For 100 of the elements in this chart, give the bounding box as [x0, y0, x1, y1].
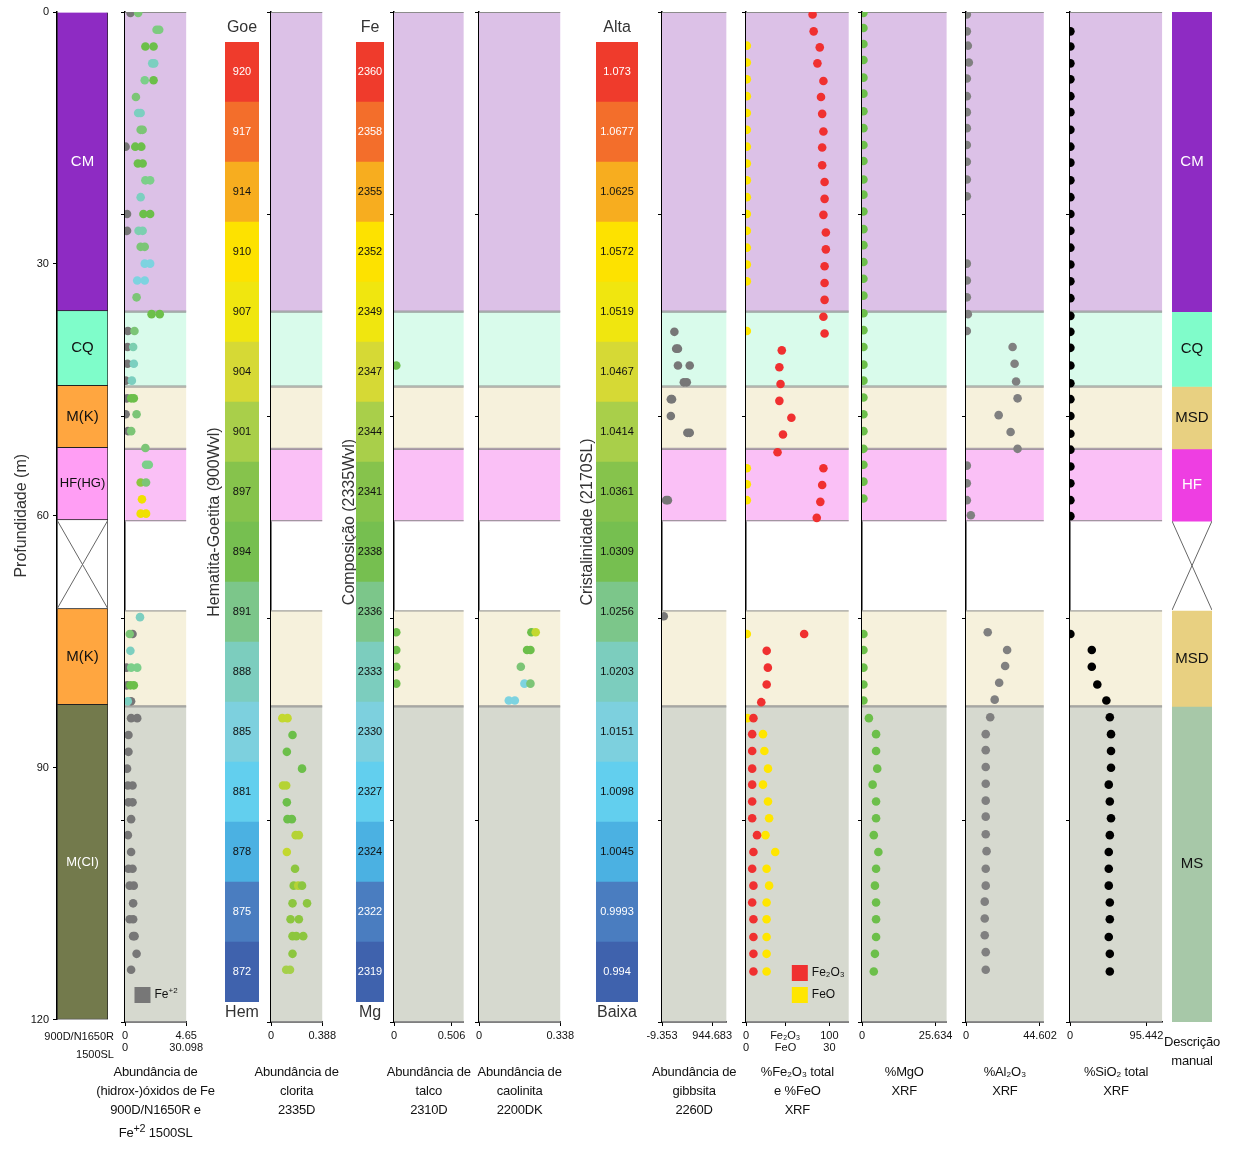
point — [132, 410, 141, 419]
text: Cristalinidade (2170SL) — [578, 438, 596, 606]
data-label: 2344 — [357, 425, 383, 438]
point — [749, 967, 758, 976]
text: Baixa — [596, 1003, 638, 1021]
data-label: 1.0572 — [600, 245, 634, 258]
point — [981, 864, 991, 874]
point — [817, 109, 827, 119]
point — [981, 881, 991, 890]
x2-tick-label: 0 — [742, 1040, 750, 1053]
point — [290, 864, 300, 874]
category-label: MS — [1180, 854, 1204, 872]
point — [749, 949, 758, 959]
point — [981, 965, 991, 975]
data-label: 894 — [232, 545, 252, 558]
point — [980, 897, 990, 906]
point — [820, 278, 829, 288]
point — [132, 276, 142, 285]
point — [819, 127, 828, 136]
text: Hematita-Goetita (900Wvl) — [205, 427, 223, 617]
x-tick-label: 100 — [820, 1028, 839, 1041]
x-tick-label: 25.634 — [918, 1028, 953, 1041]
x-tick-label: 0 — [858, 1028, 866, 1041]
data-label: 1.0203 — [600, 665, 634, 678]
point — [127, 376, 137, 385]
point — [966, 58, 974, 67]
point — [288, 949, 297, 959]
x-tick-label: 0 — [121, 1028, 129, 1041]
data-label: 1.0414 — [600, 425, 634, 438]
point — [1000, 661, 1010, 671]
point — [747, 780, 757, 789]
data-label: 2333 — [357, 665, 383, 678]
x-tick-label: 0.506 — [437, 1028, 466, 1041]
data-label: 1.0309 — [600, 545, 634, 558]
text: Alta — [603, 18, 631, 36]
x-tick-label: 0 — [267, 1028, 275, 1041]
data-label: 907 — [232, 305, 252, 318]
point — [773, 447, 782, 457]
category-label: MSD — [1175, 648, 1209, 666]
point — [981, 729, 991, 739]
point — [394, 645, 401, 655]
point — [820, 177, 829, 187]
x-axis-title: Abundância de talco 2310D — [386, 1063, 471, 1119]
y-tick-label: 60 — [36, 508, 49, 521]
point — [813, 59, 822, 68]
category-label: MSD — [1175, 407, 1209, 425]
point — [981, 812, 991, 821]
data-label: 1.0045 — [600, 845, 634, 858]
data-label: 910 — [232, 245, 252, 258]
point — [981, 745, 991, 755]
text: 1500SL — [76, 1048, 114, 1061]
series-label: CQ — [71, 338, 94, 356]
point — [966, 511, 976, 520]
point — [787, 413, 796, 422]
data-label: 2360 — [357, 65, 383, 78]
point — [821, 228, 831, 237]
data-label: 1.0677 — [600, 125, 634, 138]
point — [994, 410, 1003, 420]
y-tick-label: 30 — [36, 256, 49, 269]
point — [394, 361, 401, 370]
data-label: 901 — [232, 425, 252, 438]
x-tick-label: 0.338 — [546, 1028, 574, 1041]
legend-label: FeO — [811, 987, 836, 1002]
data-label: 875 — [232, 905, 252, 918]
point — [298, 931, 308, 941]
data-label: 872 — [232, 965, 252, 978]
point — [149, 75, 158, 85]
data-label: 1.0625 — [600, 185, 634, 198]
point — [756, 697, 766, 707]
data-label: 2349 — [357, 305, 383, 318]
data-label: 0.994 — [603, 965, 631, 978]
point — [812, 513, 822, 523]
point — [820, 194, 829, 204]
point — [966, 309, 973, 319]
x-axis-title: %Fe₂O₃ total e %FeO XRF — [760, 1063, 834, 1119]
point — [775, 362, 784, 372]
point — [981, 762, 991, 772]
data-label: 888 — [232, 665, 252, 678]
point — [817, 480, 827, 490]
point — [778, 430, 788, 439]
point — [670, 327, 679, 337]
point — [819, 76, 828, 86]
point — [128, 342, 138, 352]
point — [137, 495, 147, 504]
data-label: 2341 — [357, 485, 383, 498]
text: Descrição manual — [1164, 1033, 1220, 1070]
text: Fe — [360, 18, 380, 36]
category-label: CQ — [1180, 339, 1204, 357]
data-label: 2327 — [357, 785, 383, 798]
data-label: 2347 — [357, 365, 383, 378]
point — [820, 261, 829, 271]
point — [983, 628, 993, 637]
data-label: 1.073 — [603, 65, 631, 78]
x-tick-label: Fe₂O₃ — [770, 1028, 801, 1041]
point — [808, 12, 817, 19]
data-label: 2352 — [357, 245, 383, 258]
point — [777, 346, 787, 355]
point — [747, 814, 757, 823]
point — [775, 396, 784, 406]
point — [749, 915, 758, 924]
